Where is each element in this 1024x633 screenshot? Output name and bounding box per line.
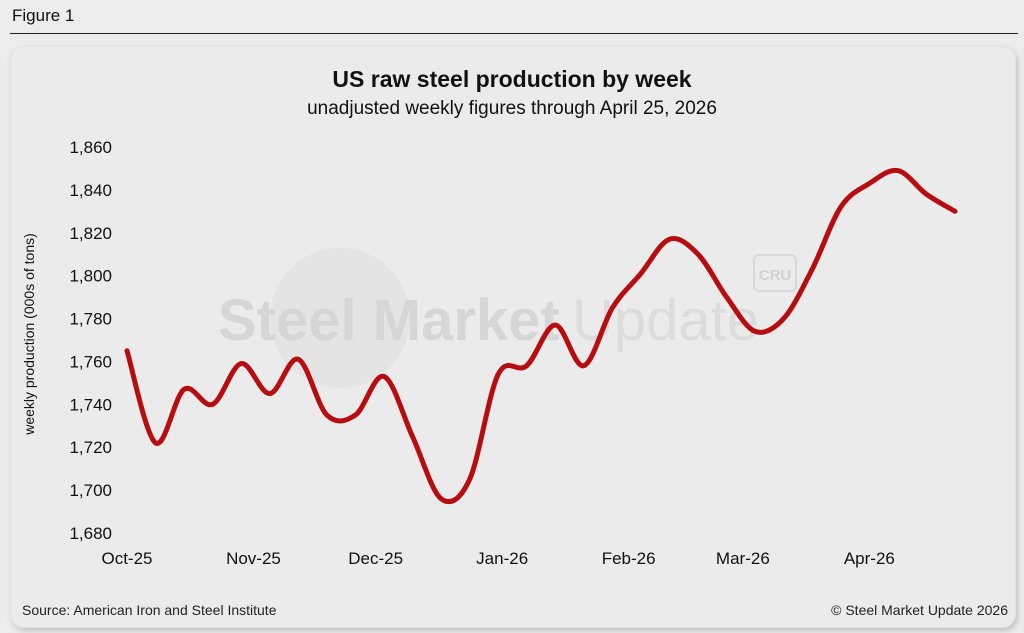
y-tick-label: 1,820	[69, 224, 112, 243]
copyright-note: © Steel Market Update 2026	[831, 602, 1008, 618]
x-tick-label: Dec-25	[348, 549, 403, 568]
y-tick-label: 1,840	[69, 181, 112, 200]
chart-panel	[10, 46, 1016, 628]
y-tick-label: 1,720	[69, 438, 112, 457]
watermark-badge-box	[753, 254, 797, 292]
watermark-badge-text: CRU	[759, 267, 792, 284]
y-tick-label: 1,800	[69, 267, 112, 286]
y-axis-label: weekly production (000s of tons)	[21, 233, 37, 436]
x-axis: Oct-25 Nov-25 Dec-25 Jan-26 Feb-26 Mar-26 Apr-…	[101, 549, 894, 568]
chart-title: US raw steel production by week	[332, 66, 692, 92]
y-tick-label: 1,740	[69, 395, 112, 414]
y-tick-label: 1,680	[69, 524, 112, 543]
source-note: Source: American Iron and Steel Institut…	[22, 602, 277, 618]
x-tick-label: Apr-26	[844, 549, 895, 568]
figure-label: Figure 1	[12, 6, 75, 25]
y-tick-label: 1,860	[69, 138, 112, 157]
chart-subtitle: unadjusted weekly figures through April …	[307, 98, 717, 119]
watermark-brand-bold: Steel Market	[218, 288, 560, 353]
figure-divider	[10, 33, 1018, 34]
x-tick-label: Jan-26	[476, 549, 528, 568]
series-group	[124, 167, 958, 505]
x-tick-label: Nov-25	[226, 549, 281, 568]
y-tick-label: 1,700	[69, 481, 112, 500]
x-tick-label: Oct-25	[101, 549, 152, 568]
y-tick-label: 1,760	[69, 352, 112, 371]
x-tick-label: Feb-26	[602, 549, 656, 568]
watermark-logo-circle	[270, 248, 410, 388]
y-axis: 1,680 1,700 1,720 1,740 1,760 1,780 1,800 1,820…	[69, 138, 112, 543]
y-tick-label: 1,780	[69, 310, 112, 329]
x-tick-label: Mar-26	[716, 549, 770, 568]
